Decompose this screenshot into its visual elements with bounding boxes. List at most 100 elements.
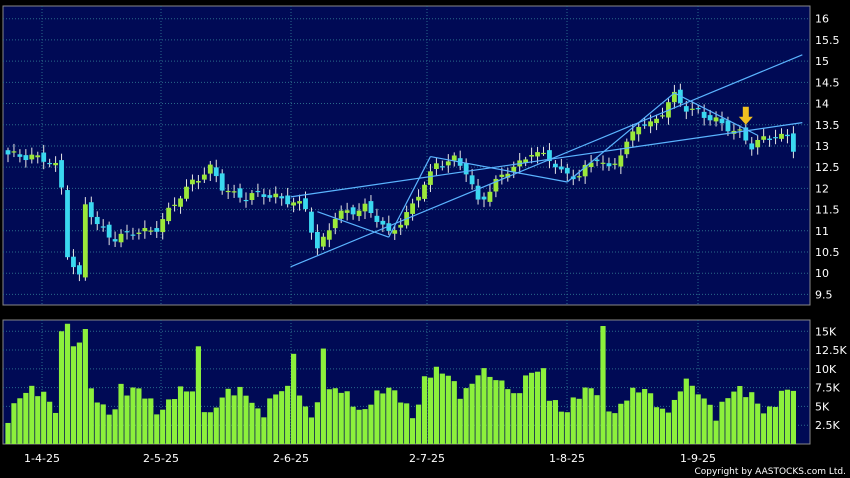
date-tick-label: 1-8-25 [549,452,585,465]
trend-line [290,54,803,268]
volume-bar [445,375,451,444]
candle-down [71,256,76,268]
volume-bar [166,399,172,444]
volume-bar [683,378,689,444]
candle-up [451,155,457,161]
candle-down [553,163,558,168]
volume-bar [207,412,213,444]
candle-up [654,118,659,124]
volume-bar [35,396,41,444]
trend-line [430,155,568,183]
candle-down [106,224,112,238]
volume-bars [5,323,796,444]
volume-bar [523,375,529,444]
volume-bar [665,412,672,444]
volume-bar [338,392,344,444]
candle-up [207,164,213,174]
candle-up [201,174,207,180]
volume-bar [511,393,517,444]
candle-up [737,129,743,131]
volume-bar [564,412,570,444]
volume-bar [380,393,386,444]
candle-up [410,203,415,214]
candle-down [23,155,29,161]
volume-bar [576,398,582,444]
candle-down [47,162,53,165]
date-tick-label: 1-4-25 [24,452,60,465]
candle-up [689,108,695,110]
candle-down [547,150,552,162]
candle-down [701,111,707,118]
candle-down [309,211,314,233]
volume-bar [600,326,606,444]
candle-up [231,191,237,193]
candle-up [326,230,332,240]
candle-up [142,228,148,232]
volume-bar [493,380,499,444]
candle-up [582,164,588,177]
candle-up [338,210,344,219]
candle-up [35,155,41,158]
candlesticks [5,83,796,282]
candle-down [88,202,94,218]
candle-up [636,126,642,135]
candle-up [166,207,172,222]
trend-line [317,211,390,238]
candle-down [237,188,243,198]
candle-up [499,174,505,177]
candle-up [82,204,88,278]
candle-down [5,150,11,155]
volume-bar [582,387,588,444]
candle-down [41,152,47,162]
volume-bar [29,385,35,444]
volume-bar [772,406,779,444]
candle-up [672,91,677,103]
candle-up [588,162,594,168]
volume-bar [588,388,594,444]
volume-bar [344,391,350,444]
volume-bar [183,391,190,444]
candle-up [196,181,201,183]
volume-bar [100,404,106,444]
volume-bar [195,346,201,444]
volume-bar [421,376,428,444]
volume-bar [308,417,315,444]
candle-up [541,152,546,155]
candle-up [249,193,255,201]
candle-up [713,117,719,122]
volume-bar [778,390,785,444]
candle-down [17,154,23,157]
candle-down [594,159,600,162]
price-tick-label: 15.5 [815,34,840,47]
candle-down [100,226,106,228]
candle-down [386,223,392,231]
candle-up [178,198,183,207]
candle-down [154,228,160,232]
candle-down [469,175,475,185]
volume-bar [362,409,368,444]
date-axis-labels: 1-4-25 2-5-25 2-6-25 2-7-25 1-8-25 1-9-25 [24,452,716,465]
candle-down [255,190,261,193]
candle-up [618,155,624,167]
volume-bar [302,406,309,444]
candle-up [505,173,511,178]
price-tick-label: 11 [815,225,829,238]
candle-down [707,115,713,121]
price-tick-label: 14.5 [815,76,840,89]
candle-up [160,219,166,233]
volume-bar [558,411,564,444]
volume-bar [475,375,481,444]
candle-down [267,195,273,198]
volume-bar [415,404,422,444]
volume-bar [53,412,59,444]
volume-bar [404,403,410,444]
candle-up [755,139,761,148]
volume-bar [767,406,773,444]
candle-down [368,201,374,214]
volume-bar [231,395,237,444]
price-grid [3,6,810,305]
candle-up [428,171,433,185]
candle-up [576,176,582,178]
candle-up [535,152,540,157]
date-tick-label: 2-7-25 [409,452,445,465]
